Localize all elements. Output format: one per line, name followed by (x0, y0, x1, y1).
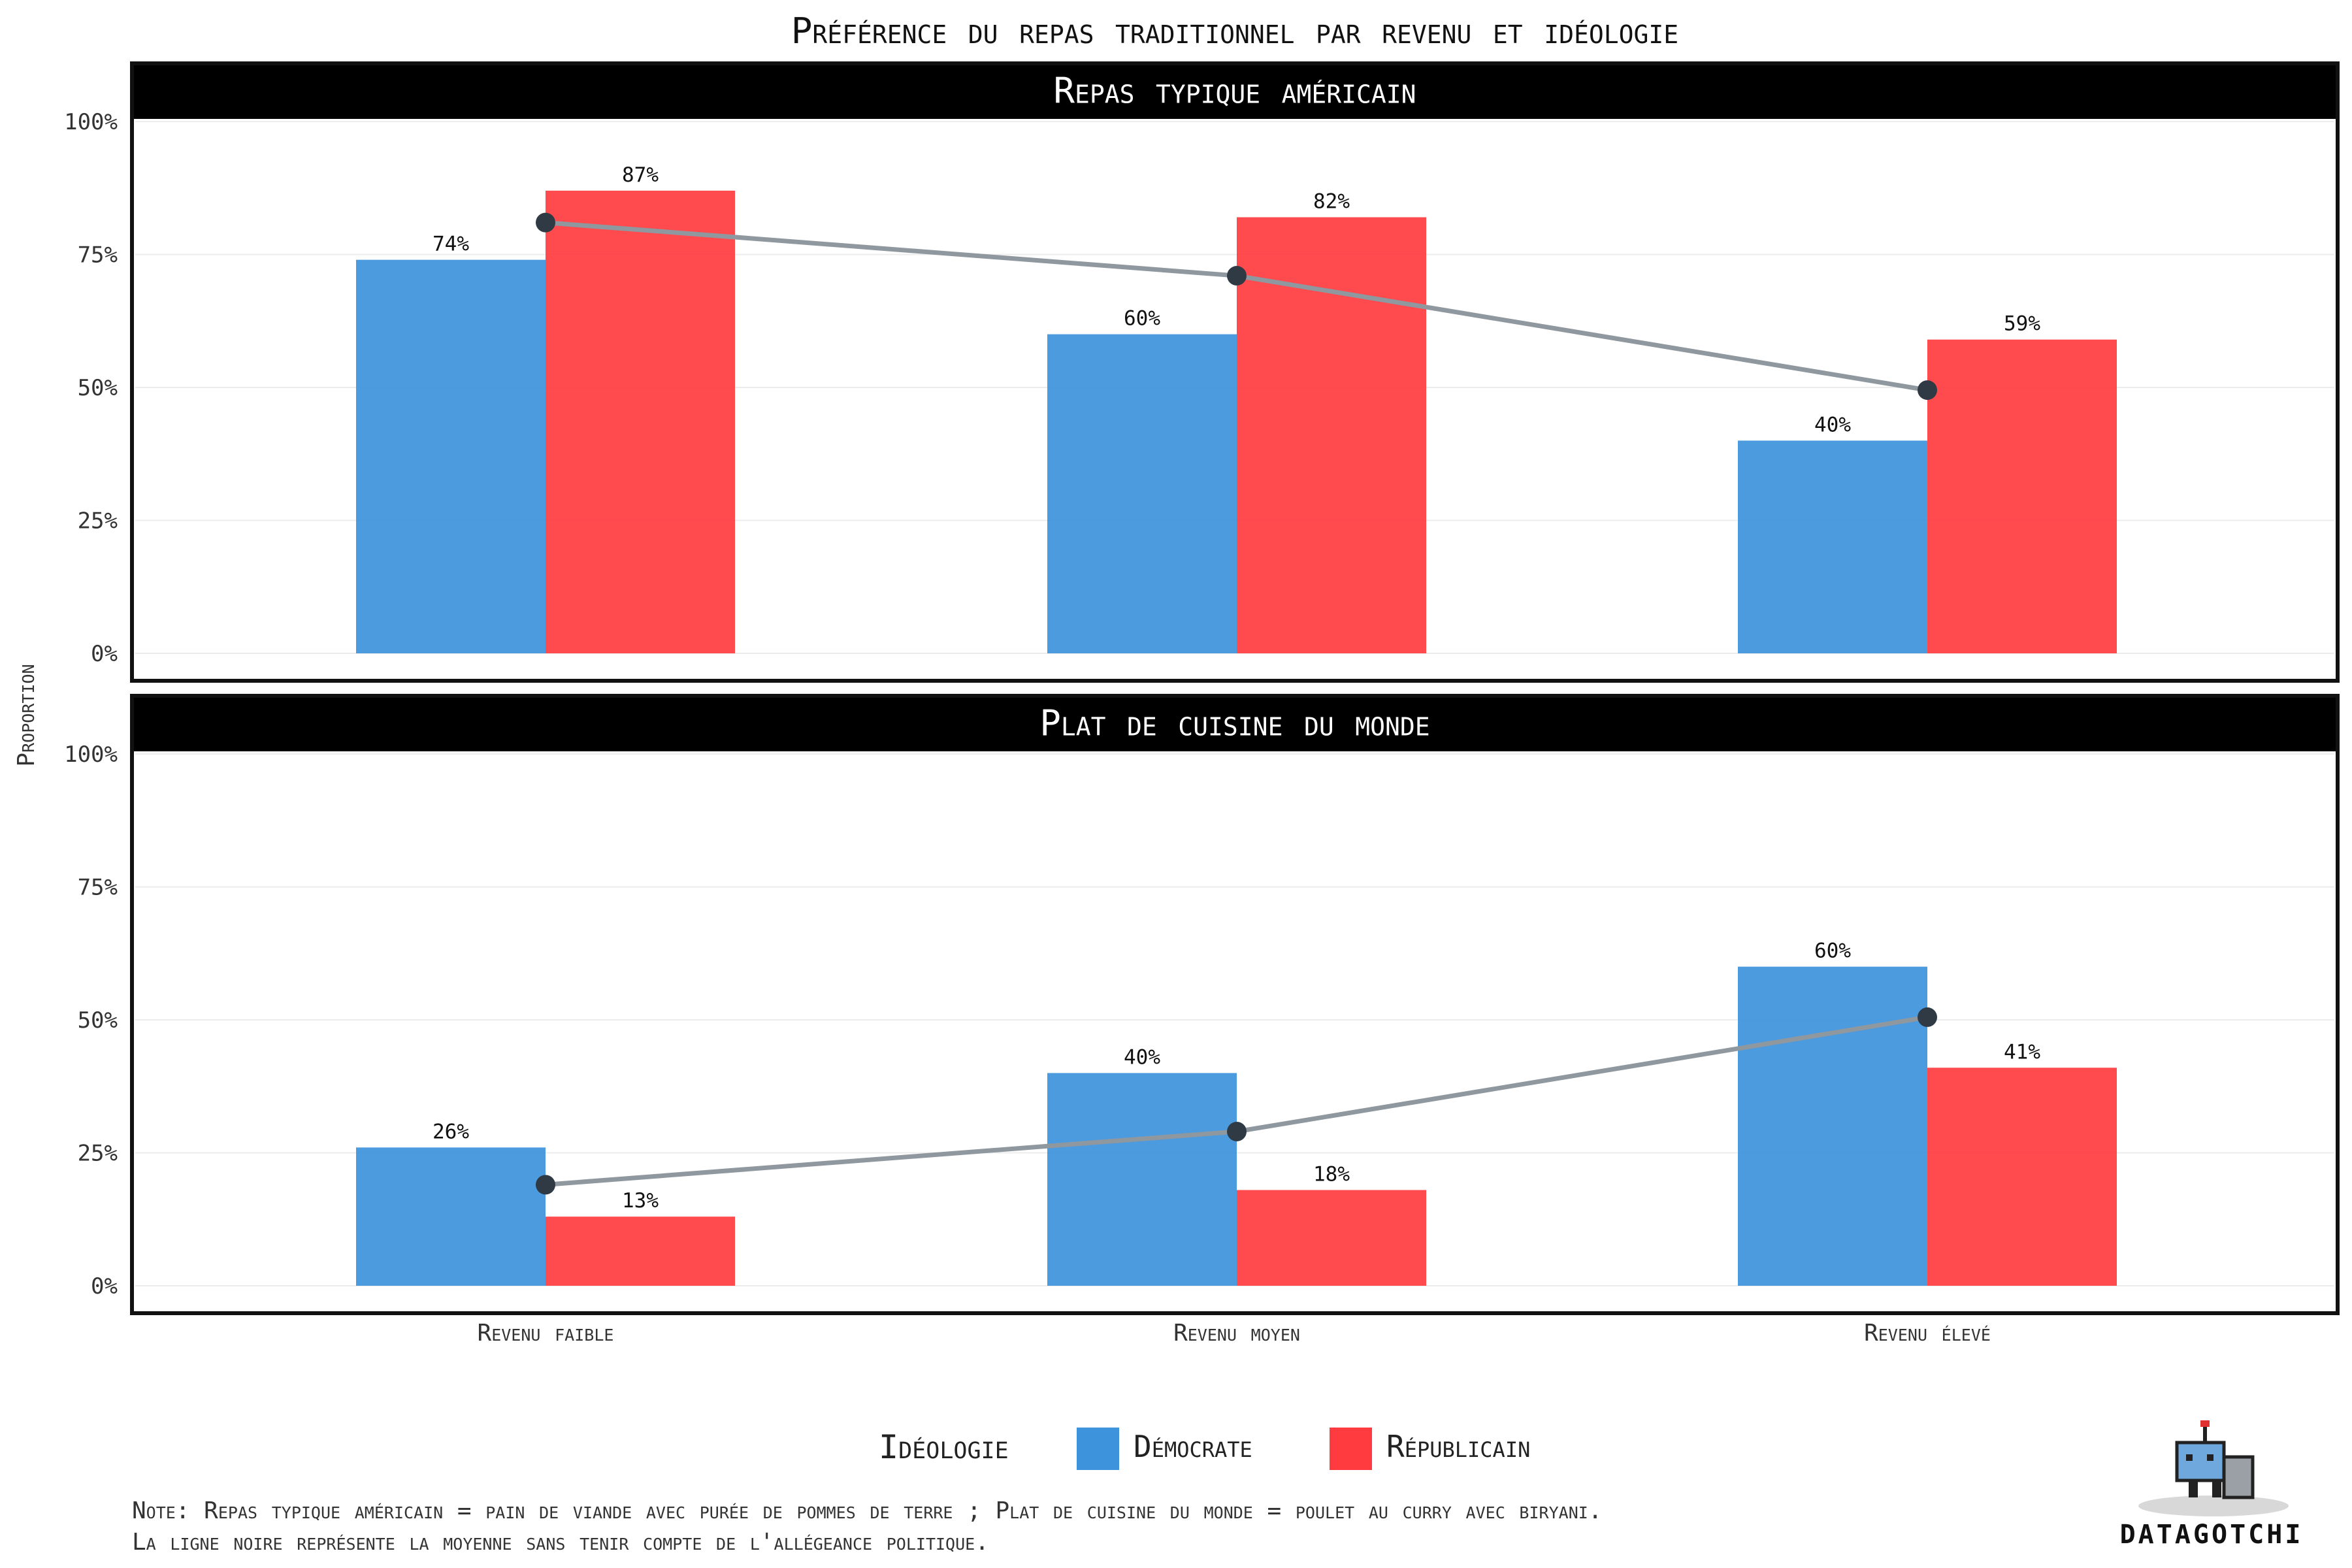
mean-point (536, 212, 555, 233)
panel-title: Repas typique américain (1053, 71, 1416, 112)
brand-name: DATAGOTCHI (2120, 1520, 2304, 1550)
panels: Repas typique américain 0% 25% 50% 75% 100% 74… (64, 61, 2340, 1315)
chart-title: Préférence du repas traditionnel par rev… (791, 10, 1678, 52)
panel-1: Repas typique américain 0% 25% 50% 75% 100% 74… (64, 61, 2340, 683)
legend: Idéologie Démocrate Républicain (879, 1428, 1530, 1470)
bar-democrat (1047, 1073, 1237, 1286)
data-label: 40% (1814, 413, 1851, 436)
bar-democrat (356, 1147, 546, 1286)
y-tick-label: 25% (78, 508, 118, 534)
data-label: 18% (1313, 1162, 1350, 1186)
bar-republican (546, 1217, 735, 1286)
legend-label-republican: Républicain (1386, 1429, 1530, 1464)
y-tick-label: 50% (78, 1007, 118, 1034)
mean-point (1918, 380, 1937, 400)
datagotchi-logo (2138, 1420, 2289, 1516)
data-label: 60% (1814, 939, 1851, 963)
legend-label-democrat: Démocrate (1134, 1429, 1252, 1464)
bar-democrat (1738, 966, 1927, 1286)
y-tick-label: 50% (78, 375, 118, 401)
bar-republican (1927, 339, 2117, 653)
bar-democrat (356, 259, 546, 653)
bar-republican (1237, 1190, 1426, 1286)
x-tick-label: Revenu élevé (1864, 1320, 1991, 1347)
bar-republican (1927, 1068, 2117, 1286)
legend-swatch-democrat (1077, 1428, 1119, 1470)
panel-border (130, 61, 2340, 683)
x-axis-ticks: Revenu faible Revenu moyen Revenu élevé (478, 1320, 1991, 1347)
y-tick-label: 25% (78, 1141, 118, 1167)
legend-swatch-republican (1330, 1428, 1372, 1470)
bar-democrat (1047, 334, 1237, 653)
mean-point (1227, 1121, 1247, 1141)
data-label: 26% (433, 1120, 469, 1143)
panel-strip (132, 63, 2338, 119)
y-tick-label: 0% (91, 641, 118, 667)
bar-republican (546, 190, 735, 653)
mean-point (1227, 266, 1247, 286)
y-tick-label: 0% (91, 1273, 118, 1299)
panel-strip (132, 696, 2338, 751)
y-tick-label: 75% (78, 875, 118, 901)
data-label: 60% (1124, 307, 1160, 331)
mean-point (536, 1175, 555, 1195)
x-tick-label: Revenu faible (478, 1320, 614, 1347)
y-tick-label: 100% (64, 742, 118, 768)
y-tick-label: 75% (78, 242, 118, 269)
data-label: 87% (622, 163, 659, 187)
data-label: 82% (1313, 190, 1350, 214)
mean-point (1918, 1007, 1937, 1027)
panel-2: Plat de cuisine du monde 0% 25% 50% 75% 100% 2… (64, 694, 2340, 1315)
panel-title: Plat de cuisine du monde (1039, 703, 1429, 744)
data-label: 40% (1124, 1045, 1160, 1069)
data-label: 41% (2004, 1040, 2040, 1064)
y-axis-label: Proportion (13, 664, 40, 766)
data-label: 59% (2004, 312, 2040, 336)
y-tick-label: 100% (64, 109, 118, 135)
note-line-2: La ligne noire représente la moyenne san… (132, 1529, 989, 1556)
data-label: 74% (433, 233, 469, 256)
x-tick-label: Revenu moyen (1173, 1320, 1300, 1347)
bar-democrat (1738, 440, 1927, 653)
legend-title: Idéologie (879, 1428, 1009, 1466)
data-label: 13% (622, 1189, 659, 1213)
note-line-1: Note: Repas typique américain = pain de … (132, 1497, 1602, 1524)
panel-border (130, 694, 2340, 1315)
